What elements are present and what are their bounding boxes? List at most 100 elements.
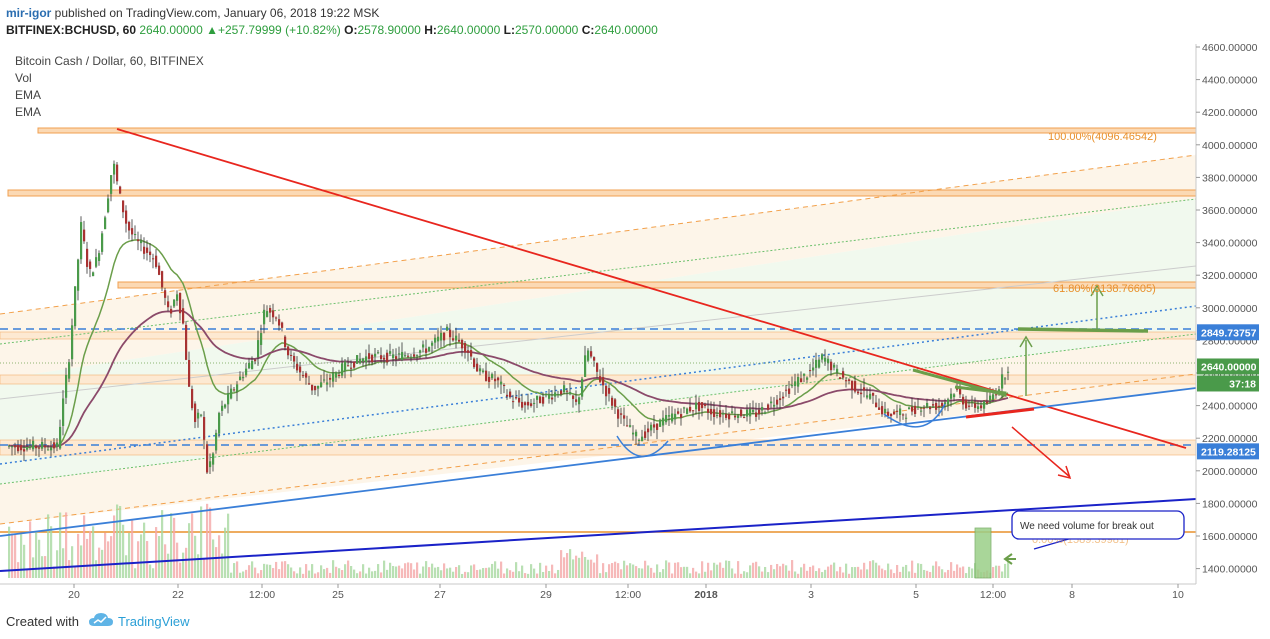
candle-body — [779, 398, 782, 401]
candle-body — [686, 408, 689, 414]
volume-bar — [815, 571, 818, 578]
volume-bar — [608, 564, 611, 578]
volume-bar — [722, 567, 725, 578]
candle-body — [953, 394, 956, 398]
candle-body — [191, 388, 194, 409]
volume-bar — [758, 566, 761, 578]
candle-body — [104, 217, 107, 230]
volume-bar — [818, 568, 821, 578]
candle-body — [701, 402, 704, 409]
candle-body — [164, 290, 167, 298]
volume-bar — [782, 563, 785, 578]
candle-body — [215, 432, 218, 451]
candle-body — [758, 409, 761, 415]
volume-bar — [116, 504, 119, 578]
price-tick-label: 3600.00000 — [1202, 205, 1258, 217]
candle-body — [971, 400, 974, 402]
candle-body — [650, 424, 653, 431]
tradingview-brand-link[interactable]: TradingView — [118, 614, 190, 629]
volume-bar — [182, 552, 185, 578]
candle-body — [59, 426, 62, 449]
volume-bar — [119, 506, 122, 578]
volume-bar — [497, 568, 500, 578]
volume-bar — [809, 566, 812, 578]
volume-bar — [398, 565, 401, 578]
volume-bar — [698, 573, 701, 578]
candle-body — [866, 395, 869, 398]
candle-body — [959, 387, 962, 395]
candle-body — [62, 398, 65, 426]
volume-bar — [626, 565, 629, 578]
volume-bar — [659, 572, 662, 578]
candle-body — [773, 404, 776, 407]
volume-bar — [503, 573, 506, 578]
volume-bar — [311, 564, 314, 578]
volume-bar — [224, 527, 227, 578]
volume-bar — [632, 564, 635, 578]
volume-bar — [938, 566, 941, 578]
volume-bar — [125, 555, 128, 578]
candle-body — [731, 411, 734, 413]
candle-body — [869, 393, 872, 399]
candle-body — [275, 317, 278, 319]
volume-bar — [902, 566, 905, 578]
volume-bar — [80, 545, 83, 578]
volume-bar — [32, 557, 35, 578]
volume-bar — [650, 567, 653, 578]
candle-body — [410, 356, 413, 358]
volume-bar — [1001, 571, 1004, 578]
volume-bar — [911, 560, 914, 578]
price-chart[interactable]: 100.00%(4096.46542) 61.80%(3138.76605) 0… — [0, 44, 1270, 604]
candle-body — [476, 363, 479, 372]
volume-bar — [767, 572, 770, 578]
candle-body — [980, 405, 983, 409]
volume-bar — [710, 570, 713, 578]
volume-bar — [407, 562, 410, 578]
price-tick-label: 1800.00000 — [1202, 498, 1258, 510]
candle-body — [647, 428, 650, 433]
time-axis[interactable]: 20 22 12:00 25 27 29 12:00 2018 3 5 12:00 8 10 — [0, 583, 1196, 601]
candle-body — [263, 309, 266, 325]
note-callout[interactable] — [1011, 510, 1185, 540]
candle-body — [659, 419, 662, 427]
green-arrow-up-2 — [1090, 284, 1104, 330]
volume-bar — [830, 564, 833, 578]
volume-bar — [71, 546, 74, 578]
legend-vol[interactable]: Vol — [15, 71, 32, 85]
volume-bar — [839, 566, 842, 578]
candle-body — [305, 373, 308, 378]
candle-body — [428, 347, 431, 352]
volume-bar — [296, 573, 299, 578]
candle-body — [488, 376, 491, 382]
candle-body — [299, 366, 302, 373]
candle-body — [560, 390, 563, 395]
candle-body — [374, 353, 377, 357]
candle-body — [53, 442, 56, 449]
price-tick-label: 3200.00000 — [1202, 270, 1258, 282]
candle-body — [614, 399, 617, 407]
candle-body — [770, 401, 773, 404]
volume-bar — [443, 563, 446, 578]
candle-body — [851, 380, 854, 390]
channel-grey — [0, 265, 1196, 400]
legend-ema-1[interactable]: EMA — [15, 88, 42, 102]
candle-body — [140, 240, 143, 244]
candle-body — [710, 408, 713, 415]
volume-bar — [554, 573, 557, 578]
legend-ema-2[interactable]: EMA — [15, 105, 42, 119]
volume-bar — [551, 564, 554, 578]
candle-body — [557, 394, 560, 396]
author-link[interactable]: mir-igor — [6, 6, 52, 20]
candle-body — [302, 375, 305, 377]
price-axis[interactable]: 4600.00000 4400.00000 4200.00000 4000.00000… — [1195, 44, 1259, 584]
blue-dotted-trend — [0, 305, 1196, 465]
candle-body — [965, 399, 968, 409]
volume-bar — [881, 568, 884, 578]
candle-body — [68, 362, 71, 379]
volume-bar — [617, 563, 620, 578]
candle-body — [797, 377, 800, 387]
candle-body — [626, 425, 629, 427]
volume-bar — [530, 564, 533, 578]
candle-body — [635, 431, 638, 437]
candle-body — [269, 308, 272, 313]
